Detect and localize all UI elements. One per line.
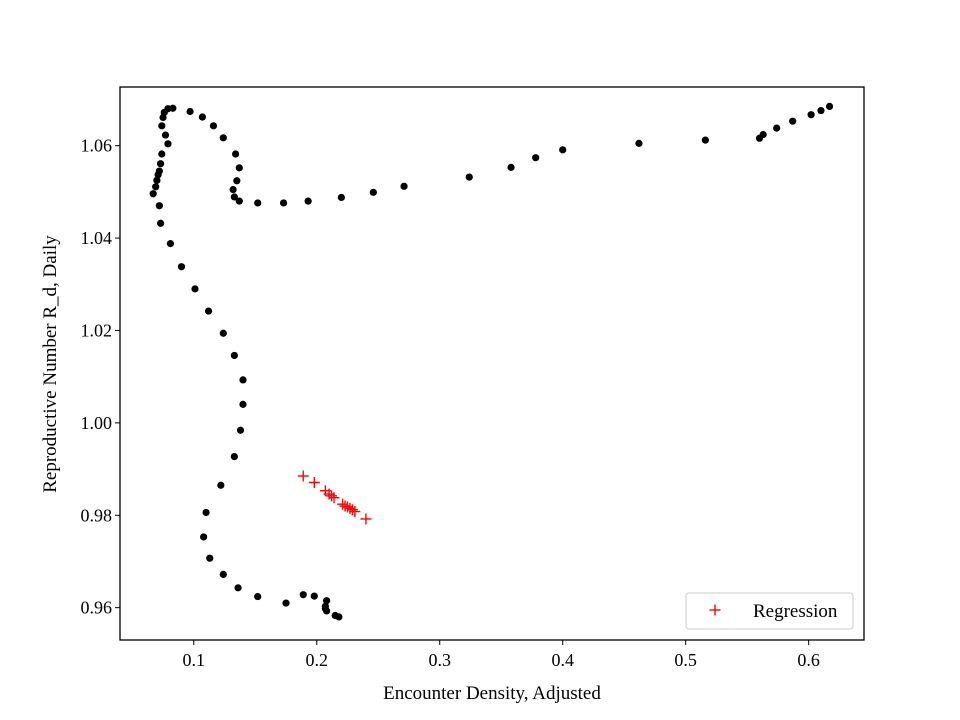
- data-point: [254, 592, 262, 601]
- data-point: [219, 134, 227, 142]
- x-tick-label: 0.2: [306, 650, 329, 670]
- data-point: [152, 183, 160, 191]
- data-point: [219, 570, 227, 578]
- regression-point: [339, 500, 351, 512]
- data-point: [200, 533, 208, 541]
- y-axis-title: Reproductive Number R_d, Daily: [40, 235, 61, 493]
- data-point: [236, 426, 245, 434]
- data-point: [177, 263, 186, 271]
- data-point: [155, 167, 163, 175]
- data-point: [153, 176, 161, 184]
- data-point: [230, 351, 238, 360]
- regression-point: [346, 504, 358, 516]
- data-point: [169, 104, 177, 112]
- regression-point: [360, 513, 372, 525]
- data-point: [231, 150, 240, 158]
- data-point: [158, 122, 166, 130]
- data-point: [230, 452, 238, 461]
- data-point: [337, 193, 345, 202]
- data-point: [759, 130, 767, 139]
- data-point: [807, 111, 815, 119]
- data-point: [304, 197, 312, 205]
- data-point: [282, 599, 290, 607]
- x-tick-label: 0.1: [183, 650, 206, 670]
- series-regression: [297, 470, 372, 525]
- data-point: [191, 285, 199, 293]
- x-axis-title: Encounter Density, Adjusted: [383, 683, 601, 704]
- data-point: [254, 199, 262, 207]
- data-point: [161, 131, 170, 139]
- regression-point: [342, 501, 354, 513]
- series-observed: [149, 102, 834, 621]
- data-point: [234, 584, 242, 592]
- data-point: [158, 150, 166, 158]
- data-point: [202, 508, 210, 517]
- legend-label-regression: Regression: [753, 601, 838, 622]
- regression-point: [328, 492, 340, 504]
- data-series: [149, 102, 834, 621]
- data-point: [635, 139, 643, 147]
- data-point: [817, 106, 825, 115]
- regression-point: [297, 470, 309, 482]
- y-tick-label: 0.98: [81, 505, 113, 525]
- data-point: [219, 329, 227, 337]
- x-tick-label: 0.4: [551, 650, 574, 670]
- y-tick-label: 0.96: [81, 598, 113, 618]
- regression-point: [337, 498, 349, 510]
- regression-point: [326, 490, 338, 502]
- data-point: [279, 199, 288, 207]
- data-point: [239, 400, 247, 408]
- regression-point: [308, 476, 320, 488]
- data-point: [507, 163, 515, 171]
- data-point: [369, 188, 377, 196]
- y-tick-label: 1.04: [81, 228, 113, 248]
- data-point: [465, 173, 473, 181]
- data-point: [235, 164, 243, 172]
- data-point: [331, 611, 339, 620]
- plot-frame: [119, 86, 865, 641]
- data-point: [164, 140, 172, 148]
- data-point: [310, 592, 318, 600]
- x-axis-ticks: 0.1 0.2 0.3 0.4 0.5 0.6: [183, 640, 820, 670]
- legend-marker-regression: [709, 604, 721, 616]
- data-point: [299, 591, 307, 599]
- y-axis-ticks: 0.96 0.98 1.00 1.02 1.04 1.06: [81, 136, 120, 618]
- y-tick-label: 1.06: [81, 136, 113, 156]
- data-point: [156, 219, 165, 227]
- data-point: [773, 124, 781, 132]
- data-point: [155, 202, 163, 210]
- legend-box: [685, 592, 854, 630]
- data-point: [322, 597, 331, 605]
- legend-plus-marker: [709, 604, 721, 616]
- data-point: [321, 602, 329, 610]
- data-point: [209, 122, 218, 130]
- data-point: [825, 102, 834, 111]
- x-tick-label: 0.3: [428, 650, 451, 670]
- data-point: [229, 185, 237, 194]
- legend: Regression: [685, 592, 854, 630]
- x-tick-label: 0.6: [797, 650, 820, 670]
- data-point: [559, 146, 567, 154]
- data-point: [235, 197, 243, 205]
- regression-point: [349, 506, 361, 518]
- data-point: [230, 193, 238, 201]
- data-point: [532, 154, 540, 162]
- data-point: [789, 117, 797, 125]
- data-point: [198, 113, 206, 121]
- data-point: [217, 481, 225, 489]
- y-tick-label: 1.02: [81, 320, 113, 340]
- data-point: [204, 307, 213, 315]
- data-point: [156, 160, 165, 168]
- data-point: [149, 190, 157, 198]
- data-point: [186, 107, 194, 116]
- y-tick-label: 1.00: [81, 413, 113, 433]
- x-tick-label: 0.5: [674, 650, 697, 670]
- data-point: [239, 376, 247, 384]
- data-point: [233, 177, 241, 185]
- data-point: [166, 240, 175, 248]
- data-point: [206, 554, 214, 562]
- data-point: [701, 136, 709, 144]
- data-point: [400, 182, 408, 190]
